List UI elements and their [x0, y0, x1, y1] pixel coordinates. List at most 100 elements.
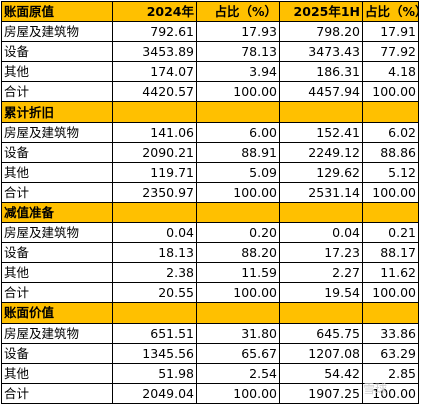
table-row: 其他 51.98 2.54 54.42 2.85 — [1, 362, 419, 384]
table-cell: 0.04 — [112, 222, 197, 244]
column-header: 占比（%） — [196, 0, 280, 23]
table-cell: 19.54 — [279, 282, 363, 304]
column-header — [196, 101, 280, 123]
column-header — [279, 302, 363, 324]
table-cell: 792.61 — [112, 21, 197, 43]
table-cell: 174.07 — [112, 61, 197, 83]
column-header — [279, 201, 363, 224]
table-cell: 20.55 — [112, 282, 197, 304]
table-row: 其他 2.38 11.59 2.27 11.62 — [1, 262, 419, 284]
table-cell: 0.04 — [279, 222, 363, 244]
table-row: 房屋及建筑物 651.51 31.80 645.75 33.86 — [1, 322, 419, 344]
table-cell: 129.62 — [279, 161, 363, 183]
section-title: 账面价值 — [1, 302, 113, 324]
table-row: 设备 1345.56 65.67 1207.08 63.29 — [1, 342, 419, 364]
table-cell: 5.12 — [362, 161, 419, 183]
row-label: 房屋及建筑物 — [1, 21, 113, 43]
table-row: 房屋及建筑物 141.06 6.00 152.41 6.02 — [1, 121, 419, 143]
table-cell: 88.17 — [362, 242, 419, 264]
row-label: 合计 — [1, 81, 113, 103]
table-cell: 0.21 — [362, 222, 419, 244]
row-label: 设备 — [1, 342, 113, 364]
row-label: 房屋及建筑物 — [1, 322, 113, 344]
table-cell: 33.86 — [362, 322, 419, 344]
table-cell: 4457.94 — [279, 81, 363, 103]
row-label: 设备 — [1, 141, 113, 163]
table-cell: 2249.12 — [279, 141, 363, 163]
table-cell: 2049.04 — [112, 382, 197, 404]
table-row: 合计 4420.57 100.00 4457.94 100.00 — [1, 81, 419, 103]
table-row: 其他 119.71 5.09 129.62 5.12 — [1, 161, 419, 183]
row-label: 其他 — [1, 61, 113, 83]
table-cell: 3473.43 — [279, 41, 363, 63]
section-header-row: 账面价值 — [1, 302, 419, 324]
column-header — [362, 201, 419, 224]
table-cell: 100.00 — [196, 282, 280, 304]
table-cell: 17.23 — [279, 242, 363, 264]
table-cell: 63.29 — [362, 342, 419, 364]
table-cell: 798.20 — [279, 21, 363, 43]
column-header — [112, 201, 197, 224]
table-cell: 186.31 — [279, 61, 363, 83]
section-header-row: 减值准备 — [1, 201, 419, 224]
table-cell: 31.80 — [196, 322, 280, 344]
table-row: 设备 2090.21 88.91 2249.12 88.86 — [1, 141, 419, 163]
table-row: 合计 2049.04 100.00 1907.25 100.00 — [1, 382, 419, 404]
row-label: 其他 — [1, 362, 113, 384]
table-cell: 2.27 — [279, 262, 363, 284]
table-cell: 1907.25 — [279, 382, 363, 404]
row-label: 其他 — [1, 262, 113, 284]
column-header — [196, 302, 280, 324]
table-cell: 119.71 — [112, 161, 197, 183]
table-cell: 100.00 — [362, 81, 419, 103]
section-header-row: 累计折旧 — [1, 101, 419, 123]
table-cell: 1345.56 — [112, 342, 197, 364]
table-cell: 100.00 — [362, 181, 419, 203]
row-label: 合计 — [1, 282, 113, 304]
table-cell: 18.13 — [112, 242, 197, 264]
table-cell: 2350.97 — [112, 181, 197, 203]
table-cell: 4.18 — [362, 61, 419, 83]
table-cell: 51.98 — [112, 362, 197, 384]
table-cell: 5.09 — [196, 161, 280, 183]
table-cell: 77.92 — [362, 41, 419, 63]
column-header — [362, 302, 419, 324]
table-cell: 152.41 — [279, 121, 363, 143]
row-label: 房屋及建筑物 — [1, 121, 113, 143]
table-cell: 88.91 — [196, 141, 280, 163]
column-header: 占比（%） — [362, 0, 419, 23]
table-cell: 2.38 — [112, 262, 197, 284]
section-title: 减值准备 — [1, 201, 113, 224]
row-label: 其他 — [1, 161, 113, 183]
section-title: 账面原值 — [1, 0, 113, 23]
table-cell: 3453.89 — [112, 41, 197, 63]
table-cell: 65.67 — [196, 342, 280, 364]
table-cell: 2090.21 — [112, 141, 197, 163]
watermark: 雪球 — [362, 382, 387, 396]
column-header — [279, 101, 363, 123]
table-cell: 17.91 — [362, 21, 419, 43]
table-cell: 2531.14 — [279, 181, 363, 203]
table-row: 房屋及建筑物 792.61 17.93 798.20 17.91 — [1, 21, 419, 43]
table-cell: 54.42 — [279, 362, 363, 384]
table-cell: 3.94 — [196, 61, 280, 83]
row-label: 合计 — [1, 181, 113, 203]
table-cell: 11.62 — [362, 262, 419, 284]
row-label: 设备 — [1, 41, 113, 63]
row-label: 房屋及建筑物 — [1, 222, 113, 244]
table-cell: 11.59 — [196, 262, 280, 284]
column-header — [362, 101, 419, 123]
table-cell: 645.75 — [279, 322, 363, 344]
table-cell: 6.00 — [196, 121, 280, 143]
table-cell: 17.93 — [196, 21, 280, 43]
column-header — [196, 201, 280, 224]
column-header — [112, 302, 197, 324]
row-label: 合计 — [1, 382, 113, 404]
table-cell: 141.06 — [112, 121, 197, 143]
table-row: 房屋及建筑物 0.04 0.20 0.04 0.21 — [1, 222, 419, 244]
table-cell: 78.13 — [196, 41, 280, 63]
table-cell: 2.54 — [196, 362, 280, 384]
